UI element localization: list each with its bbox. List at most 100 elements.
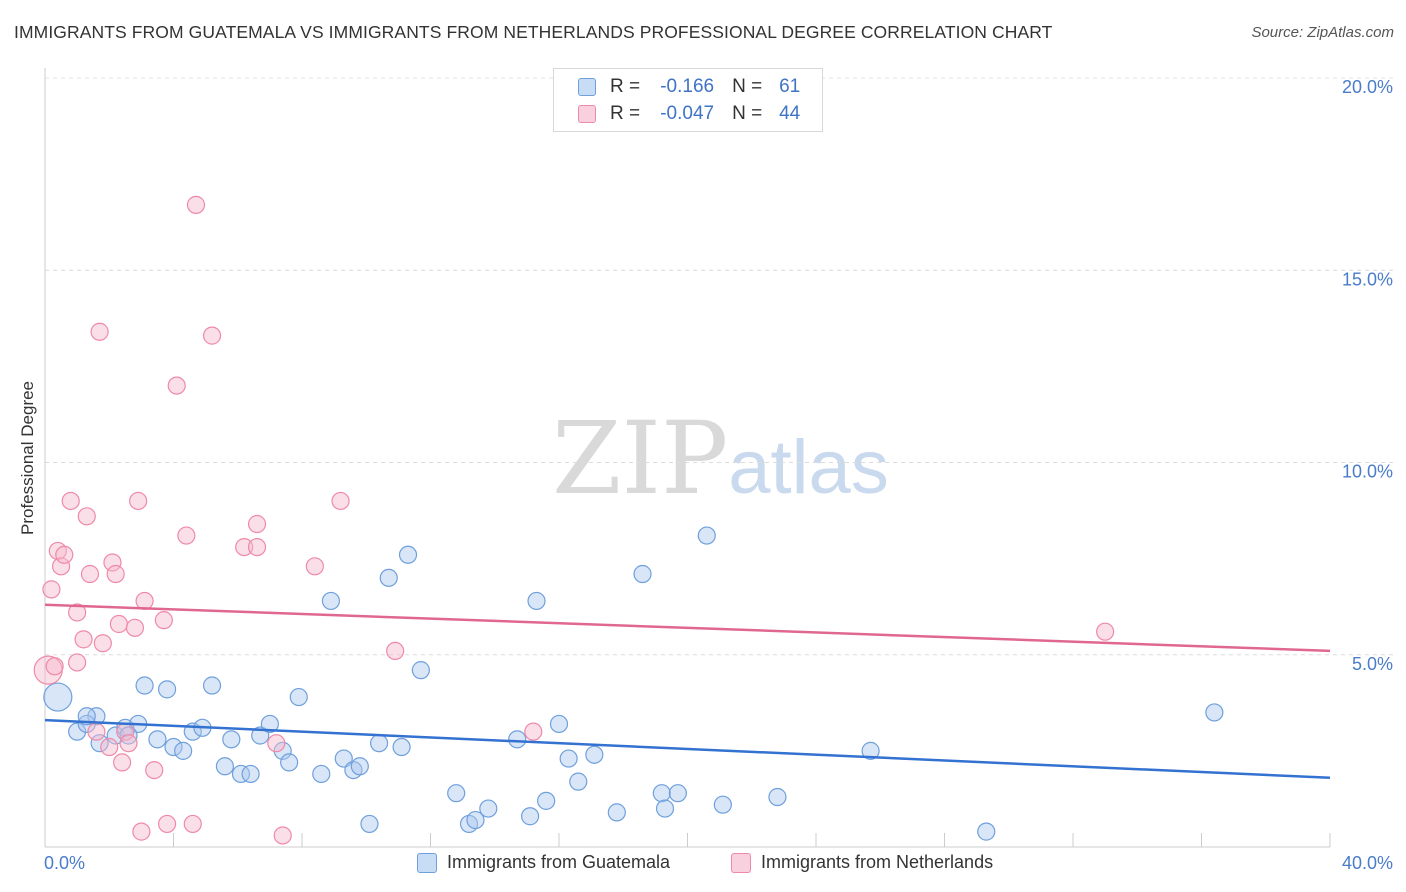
series-netherlands-points <box>33 195 1115 845</box>
legend-swatch-netherlands <box>578 105 596 123</box>
netherlands-point <box>61 491 80 511</box>
y-tick-label: 10.0% <box>1342 462 1393 482</box>
guatemala-point <box>360 814 379 834</box>
y-axis-label: Professional Degree <box>18 380 37 536</box>
guatemala-point <box>157 680 177 699</box>
guatemala-point <box>280 753 299 772</box>
legend-row-netherlands: R = -0.047 N = 44 <box>578 101 800 127</box>
netherlands-point <box>119 734 138 753</box>
netherlands-point <box>247 514 267 534</box>
guatemala-point <box>697 526 716 545</box>
netherlands-point <box>235 537 254 557</box>
netherlands-point <box>524 722 543 741</box>
netherlands-point <box>177 526 196 545</box>
guatemala-point <box>466 810 485 830</box>
guatemala-point <box>527 591 546 611</box>
netherlands-point <box>135 591 154 611</box>
netherlands-point <box>68 603 87 622</box>
legend-row-guatemala: R = -0.166 N = 61 <box>578 74 800 100</box>
legend-r-label: R = <box>610 103 641 124</box>
netherlands-point <box>45 657 64 676</box>
guatemala-point <box>861 741 880 760</box>
legend-r-value: -0.166 <box>660 76 715 97</box>
guatemala-point <box>379 568 398 587</box>
guatemala-point <box>479 799 498 818</box>
tick-labels: 5.0% 10.0% 15.0% 20.0% 0.0% 40.0% <box>44 77 1393 873</box>
legend-swatch-guatemala <box>578 78 596 96</box>
legend-n-label: N = <box>732 103 763 124</box>
netherlands-point <box>125 618 145 637</box>
legend-item-netherlands[interactable]: Immigrants from Netherlands <box>731 852 993 873</box>
guatemala-point <box>90 734 109 753</box>
netherlands-point <box>1096 622 1115 641</box>
netherlands-point <box>186 195 206 214</box>
netherlands-point <box>386 641 405 661</box>
netherlands-point <box>90 322 109 341</box>
legend-r-value: -0.047 <box>660 103 715 124</box>
chart-title: IMMIGRANTS FROM GUATEMALA VS IMMIGRANTS … <box>14 22 1053 42</box>
guatemala-point <box>508 730 527 749</box>
y-tick-label: 15.0% <box>1342 269 1393 289</box>
netherlands-point <box>167 376 186 395</box>
x-tick-label: 40.0% <box>1342 853 1393 873</box>
guatemala-point <box>607 803 626 822</box>
guatemala-point <box>668 784 687 803</box>
netherlands-trend-line <box>44 603 1331 653</box>
netherlands-point <box>132 822 151 841</box>
netherlands-point <box>103 553 122 572</box>
legend-n-value: 61 <box>779 76 801 97</box>
guatemala-point <box>202 676 222 695</box>
netherlands-point <box>129 491 148 511</box>
grid-lines <box>45 77 1395 656</box>
guatemala-point <box>655 799 675 818</box>
netherlands-point <box>106 564 125 584</box>
netherlands-point <box>55 545 74 564</box>
guatemala-point <box>289 687 308 707</box>
guatemala-point <box>370 734 389 753</box>
netherlands-point <box>202 326 222 345</box>
guatemala-point <box>411 661 430 680</box>
guatemala-point <box>633 564 652 584</box>
series-legend: Immigrants from Guatemala Immigrants fro… <box>0 852 1406 878</box>
netherlands-point <box>68 653 87 672</box>
netherlands-point <box>112 753 132 772</box>
guatemala-point <box>447 784 466 803</box>
legend-swatch-guatemala <box>417 852 437 873</box>
netherlands-point <box>80 564 100 584</box>
netherlands-point <box>100 737 119 757</box>
guatemala-point <box>215 757 234 776</box>
guatemala-point <box>43 682 73 712</box>
guatemala-point <box>241 764 260 784</box>
netherlands-point <box>154 611 173 630</box>
guatemala-point <box>87 707 106 726</box>
netherlands-point <box>331 491 350 511</box>
y-tick-label: 5.0% <box>1352 654 1393 674</box>
trend-lines <box>44 603 1331 780</box>
netherlands-point <box>183 814 202 834</box>
guatemala-point <box>398 545 418 564</box>
guatemala-point <box>231 764 251 784</box>
legend-item-guatemala[interactable]: Immigrants from Guatemala <box>417 852 670 873</box>
legend-r-label: R = <box>610 76 641 97</box>
guatemala-point <box>164 737 183 757</box>
netherlands-point <box>42 580 61 599</box>
netherlands-point <box>305 557 324 576</box>
guatemala-point <box>520 807 540 826</box>
netherlands-point <box>51 557 71 576</box>
netherlands-point <box>93 634 112 653</box>
guatemala-point <box>537 791 556 810</box>
netherlands-point <box>273 826 292 845</box>
watermark: ZIPatlas <box>552 400 889 517</box>
guatemala-point <box>350 757 369 776</box>
guatemala-point <box>312 764 331 784</box>
x-tick-label: 0.0% <box>44 853 85 873</box>
stats-legend: R = -0.166 N = 61 R = -0.047 N = 44 <box>553 68 823 132</box>
legend-label-guatemala: Immigrants from Guatemala <box>447 852 671 872</box>
guatemala-point <box>652 784 671 803</box>
watermark-zip: ZIP <box>552 400 729 517</box>
guatemala-point <box>260 714 279 734</box>
y-tick-label: 20.0% <box>1342 77 1393 97</box>
netherlands-point <box>109 614 128 634</box>
legend-n-value: 44 <box>779 103 801 124</box>
